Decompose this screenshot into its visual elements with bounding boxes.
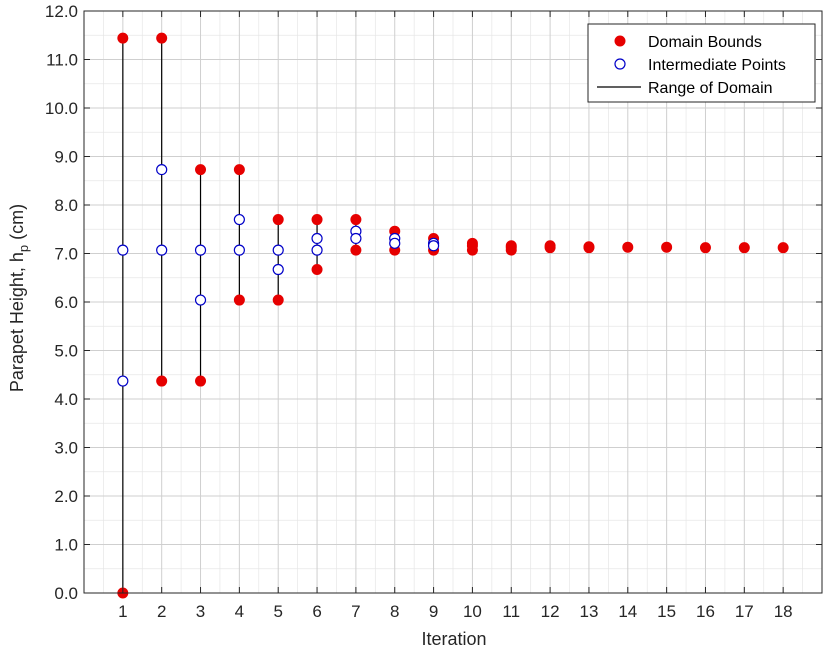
legend-label-range-of-domain: Range of Domain [648, 80, 773, 97]
legend-label-domain-bounds: Domain Bounds [648, 34, 762, 51]
legend-box [587, 23, 816, 103]
domain-bound-point [544, 242, 556, 254]
x-tick-label: 15 [657, 602, 676, 621]
legend-marker-domain-bounds [614, 35, 626, 47]
y-tick-labels: 0.0 1.0 2.0 3.0 4.0 5.0 6.0 7.0 8.0 9.0 10.0 11.0 12… [45, 2, 78, 603]
intermediate-point [233, 213, 245, 226]
y-axis-title: Parapet Height, hp (cm) [7, 204, 31, 392]
x-tick-label: 9 [429, 602, 438, 621]
x-tick-label: 13 [579, 602, 598, 621]
intermediate-point [389, 237, 401, 249]
y-tick-label: 2.0 [54, 487, 78, 506]
domain-bound-point [583, 242, 595, 254]
y-tick-label: 10.0 [45, 99, 78, 118]
domain-bound-point [195, 375, 207, 387]
x-tick-label: 14 [618, 602, 637, 621]
y-axis-title-main: Parapet Height, h [7, 252, 27, 392]
y-tick-label: 12.0 [45, 2, 78, 21]
domain-bound-point [466, 244, 478, 256]
legend-marker-intermediate-points [614, 58, 626, 70]
intermediate-point [156, 244, 168, 256]
x-tick-label: 4 [235, 602, 244, 621]
domain-bound-point [117, 32, 129, 44]
x-tick-labels: 1 2 3 4 5 6 7 8 9 10 11 12 13 14 15 16 17 18 [118, 602, 793, 621]
intermediate-point [272, 244, 284, 256]
domain-bound-point [350, 244, 362, 256]
y-tick-label: 7.0 [54, 245, 78, 264]
domain-bound-point [777, 242, 789, 254]
domain-bound-point [699, 242, 711, 254]
domain-bound-point [233, 164, 245, 176]
domain-bound-point [233, 294, 245, 306]
y-tick-label: 1.0 [54, 536, 78, 555]
x-tick-label: 5 [273, 602, 282, 621]
data-points [117, 32, 789, 599]
intermediate-point [194, 294, 207, 306]
y-tick-label: 3.0 [54, 439, 78, 458]
y-tick-label: 11.0 [46, 51, 78, 70]
intermediate-point [117, 244, 129, 256]
legend: Domain Bounds Intermediate Points Range … [587, 23, 816, 103]
domain-bound-point [738, 242, 750, 254]
x-tick-label: 18 [774, 602, 793, 621]
y-tick-label: 8.0 [54, 196, 78, 215]
domain-bound-point [272, 294, 284, 306]
domain-bound-point [311, 214, 323, 226]
y-tick-label: 6.0 [54, 293, 78, 312]
intermediate-point [350, 232, 362, 245]
domain-bound-point [195, 164, 207, 176]
intermediate-point [311, 244, 323, 256]
x-tick-label: 7 [351, 602, 360, 621]
domain-bound-point [350, 214, 362, 226]
y-tick-label: 4.0 [54, 390, 78, 409]
intermediate-point [427, 240, 440, 252]
domain-bound-point [622, 241, 634, 253]
domain-bound-point [311, 264, 323, 276]
domain-bound-point [505, 242, 517, 254]
x-tick-label: 10 [463, 602, 482, 621]
legend-label-intermediate-points: Intermediate Points [648, 57, 786, 74]
x-tick-label: 17 [735, 602, 754, 621]
intermediate-point [272, 263, 284, 276]
x-tick-label: 16 [696, 602, 715, 621]
x-tick-label: 8 [390, 602, 399, 621]
intermediate-point [311, 232, 323, 245]
intermediate-point [194, 244, 207, 256]
intermediate-point [156, 163, 168, 176]
tick-marks [84, 10, 822, 594]
y-axis-title-subscript: p [16, 245, 31, 252]
x-tick-label: 3 [196, 602, 205, 621]
y-tick-label: 5.0 [54, 342, 78, 361]
y-tick-label: 0.0 [54, 584, 78, 603]
domain-bound-point [661, 241, 673, 253]
intermediate-point [117, 375, 129, 387]
domain-bound-point [156, 375, 168, 387]
x-tick-label: 6 [312, 602, 321, 621]
domain-bound-point [156, 32, 168, 44]
y-tick-label: 9.0 [54, 148, 78, 167]
y-axis-title-unit: (cm) [7, 204, 27, 245]
x-tick-label: 2 [157, 602, 166, 621]
domain-bound-point [272, 214, 284, 226]
x-tick-label: 11 [502, 602, 520, 621]
x-tick-label: 12 [541, 602, 560, 621]
x-tick-label: 1 [118, 602, 127, 621]
x-axis-title: Iteration [421, 629, 486, 649]
intermediate-point [233, 244, 245, 256]
